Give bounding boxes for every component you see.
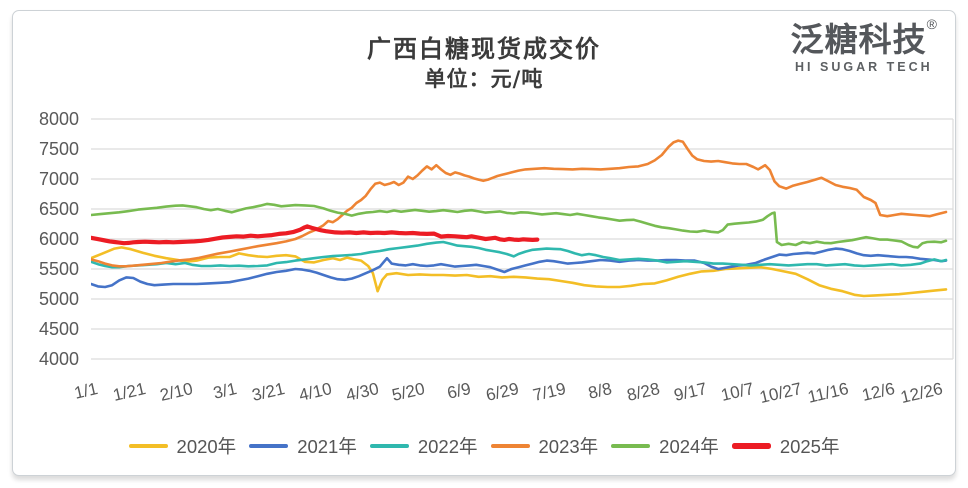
y-axis-label: 4500: [38, 319, 79, 339]
x-axis-label: 7/19: [531, 379, 569, 405]
x-axis-label: 12/26: [899, 379, 945, 408]
x-axis-label: 8/28: [625, 379, 662, 405]
x-axis-label: 12/6: [860, 379, 897, 405]
registered-trademark-icon: ®: [926, 16, 937, 32]
legend-label: 2020年: [176, 436, 237, 457]
x-axis-label: 8/8: [586, 379, 615, 403]
legend-label: 2025年: [779, 436, 840, 457]
y-axis-label: 6500: [38, 199, 79, 219]
y-axis-label: 7500: [38, 139, 79, 159]
chart-card: 广西白糖现货成交价 单位：元/吨 泛糖科技® HI SUGAR TECH 800…: [12, 10, 956, 476]
x-axis-label: 4/10: [296, 379, 334, 405]
legend-label: 2022年: [417, 436, 478, 457]
x-axis-label: 3/21: [249, 379, 287, 405]
legend-item: 2023年: [490, 433, 599, 459]
legend: 2020年 2021年 2022年 2023年 2024年 2025年: [13, 433, 955, 459]
series-line-2022: [91, 240, 948, 269]
x-axis-label: 11/16: [806, 379, 851, 407]
x-axis-label: 6/9: [445, 379, 474, 403]
brand-name: 泛糖科技: [790, 20, 927, 59]
x-axis-label: 6/29: [484, 379, 522, 405]
chart-unit-subtitle: 单位：元/吨: [424, 66, 544, 91]
legend-item: 2025年: [731, 433, 840, 459]
chart-title: 广西白糖现货成交价: [367, 34, 601, 63]
y-axis-label: 4000: [38, 349, 79, 369]
series-line-2020: [91, 246, 948, 298]
legend-item: 2020年: [128, 433, 237, 459]
legend-swatch: [128, 443, 168, 449]
x-axis-label: 1/21: [111, 379, 148, 405]
x-axis-label: 3/1: [210, 379, 239, 403]
legend-swatch: [731, 443, 771, 449]
series-line-2023: [91, 139, 948, 268]
legend-item: 2021年: [249, 433, 357, 459]
legend-label: 2021年: [297, 436, 357, 457]
x-axis-label: 1/1: [72, 379, 100, 403]
legend-swatch: [249, 443, 289, 449]
brand-logo: 泛糖科技® HI SUGAR TECH: [791, 17, 937, 74]
y-axis-label: 6000: [38, 229, 79, 249]
x-axis-label: 2/10: [158, 379, 195, 405]
legend-label: 2024年: [659, 436, 719, 457]
x-axis-label: 9/17: [672, 379, 709, 405]
y-axis-label: 5500: [38, 259, 79, 279]
series-line-2025: [91, 224, 540, 246]
series-line-2024: [91, 202, 948, 249]
y-axis-label: 5000: [38, 289, 79, 309]
series-line-2021: [91, 247, 948, 289]
legend-swatch: [611, 443, 651, 449]
x-axis-label: 4/30: [343, 379, 381, 405]
x-axis-label: 10/27: [758, 379, 804, 408]
y-axis-label: 7000: [38, 169, 79, 189]
x-axis-label: 10/7: [719, 379, 756, 405]
legend-swatch: [369, 443, 409, 449]
x-axis-label: 5/20: [390, 379, 428, 405]
brand-tagline: HI SUGAR TECH: [795, 59, 933, 74]
legend-label: 2023年: [538, 436, 599, 457]
legend-item: 2024年: [611, 433, 719, 459]
legend-swatch: [490, 443, 530, 449]
legend-item: 2022年: [369, 433, 478, 459]
plot-area: [91, 118, 954, 360]
y-axis-label: 8000: [38, 109, 79, 129]
